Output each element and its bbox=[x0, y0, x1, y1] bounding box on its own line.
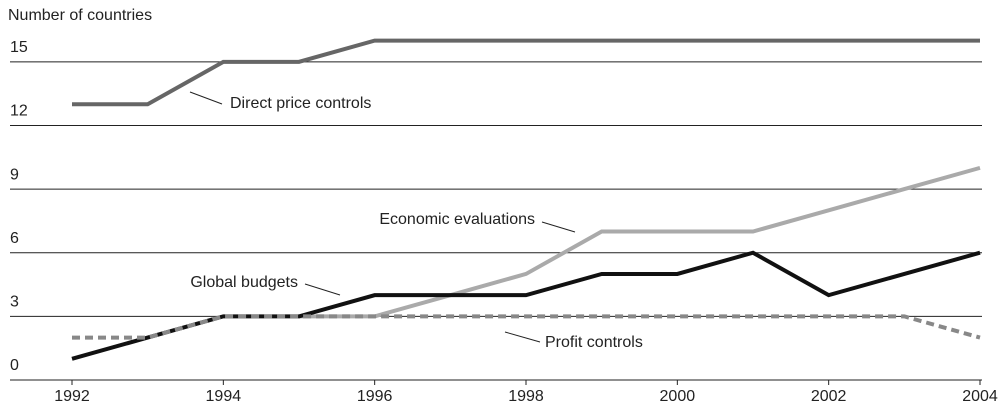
series-label: Economic evaluations bbox=[379, 211, 535, 228]
y-axis-label: Number of countries bbox=[8, 7, 152, 24]
y-tick-label: 0 bbox=[10, 357, 19, 374]
series-line bbox=[72, 38, 980, 107]
y-tick-label: 3 bbox=[10, 294, 19, 311]
series-line bbox=[72, 314, 981, 340]
y-tick-label: 15 bbox=[10, 39, 28, 56]
series-label: Global budgets bbox=[190, 274, 298, 291]
series-line bbox=[299, 165, 981, 319]
y-tick-label: 9 bbox=[10, 166, 19, 183]
x-tick-label: 1998 bbox=[508, 388, 544, 405]
y-tick-label: 6 bbox=[10, 230, 19, 247]
y-tick-label: 12 bbox=[10, 103, 28, 120]
leader-line bbox=[504, 331, 541, 343]
leader-line bbox=[189, 91, 223, 105]
x-tick-label: 2004 bbox=[962, 388, 998, 405]
x-tick-label: 1992 bbox=[54, 388, 90, 405]
leader-line bbox=[541, 221, 576, 233]
x-tick-label: 2002 bbox=[811, 388, 847, 405]
x-tick-label: 1996 bbox=[357, 388, 393, 405]
series-line bbox=[71, 250, 981, 361]
x-tick-label: 2000 bbox=[660, 388, 696, 405]
leader-line bbox=[304, 283, 341, 296]
series-label: Profit controls bbox=[545, 334, 643, 351]
x-tick-label: 1994 bbox=[206, 388, 242, 405]
series-label: Direct price controls bbox=[230, 95, 371, 112]
